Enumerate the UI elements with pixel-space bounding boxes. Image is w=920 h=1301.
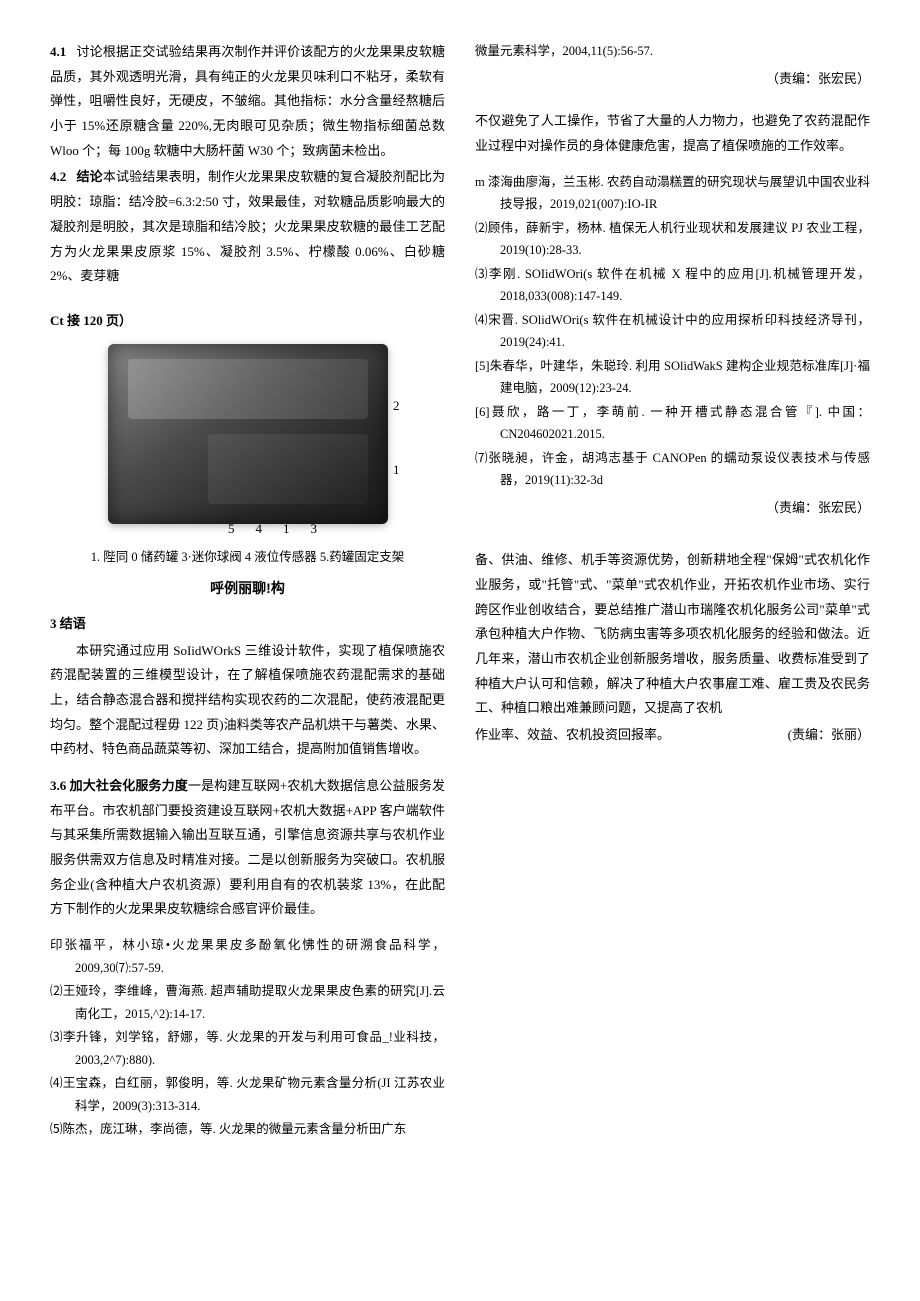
last-line-row: 作业率、效益、农机投资回报率。 (责编：张丽） <box>475 723 870 748</box>
label-4-2: 结论 <box>77 169 103 184</box>
left-column: 4.1 讨论根据正交试验结果再次制作并评价该配方的火龙果果皮软糖品质，其外观透明… <box>50 40 445 1142</box>
ref-b-2: ⑶李刚. SOIidWOri(s 软件在机械 X 程中的应用[J].机械管理开发… <box>475 263 870 308</box>
text-4-1: 讨论根据正交试验结果再次制作并评价该配方的火龙果果皮软糖品质，其外观透明光滑，具… <box>50 44 445 158</box>
para-top-right: 不仅避免了人工操作，节省了大量的人力物力，也避免了农药混配作业过程中对操作员的身… <box>475 109 870 158</box>
editor-1: （责编：张宏民） <box>475 67 870 92</box>
text-3: 本研究通过应用 SoIidWOrkS 三维设计软件，实现了植保喷施农药混配装置的… <box>50 639 445 762</box>
ct-continue: Ct 接 120 页） <box>50 309 445 334</box>
ref-a-4: ⑸陈杰，庞江琳，李尚德，等. 火龙果的微量元素含量分析田广东 <box>50 1118 445 1141</box>
fig-label-2: 1 <box>283 517 290 542</box>
head-3: 3 结语 <box>50 612 445 637</box>
fig-caption: 1. 陛同 0 储药罐 3·迷你球阀 4 液位传感器 5.药罐固定支架 <box>50 546 445 570</box>
fig-label-side-1: 1 <box>393 458 400 483</box>
text-4-2: 本试验结果表明，制作火龙果果皮软糖的复合凝胶剂配比为明胶：琼脂：结冷胶=6.3:… <box>50 169 445 283</box>
head-3-6: 3.6 加大社会化服务力度 <box>50 778 188 793</box>
page-columns: 4.1 讨论根据正交试验结果再次制作并评价该配方的火龙果果皮软糖品质，其外观透明… <box>50 40 870 1142</box>
ref-b-0: m 漆海曲廖海，兰玉彬. 农药自动溻糕置的研究现状与展望讥中国农业科技导报，20… <box>475 171 870 216</box>
fig-side-labels: 2 1 <box>393 394 400 483</box>
para-bottom-right: 备、供油、维修、机手等资源优势，创新耕地全程"保姆"式农机化作业服务，或"托管"… <box>475 548 870 721</box>
ref-tail: 微量元素科学，2004,11(5):56-57. <box>475 40 870 63</box>
para-4-1: 4.1 讨论根据正交试验结果再次制作并评价该配方的火龙果果皮软糖品质，其外观透明… <box>50 40 445 163</box>
fig-bottom-labels: 5 4 1 3 <box>108 517 388 542</box>
para-4-2: 4.2 结论本试验结果表明，制作火龙果果皮软糖的复合凝胶剂配比为明胶：琼脂：结冷… <box>50 165 445 288</box>
figure-block: 2 1 5 4 1 3 1. 陛同 0 储药罐 3·迷你球阀 4 液位传感器 5… <box>50 344 445 602</box>
fig-label-1: 4 <box>256 517 263 542</box>
text-3-6: 一是构建互联网+农机大数据信息公益服务发布平台。市农机部门要投资建设互联网+农机… <box>50 778 445 916</box>
ref-a-1: ⑵王娅玲，李维峰，曹海燕. 超声辅助提取火龙果果皮色素的研究[J].云南化工，2… <box>50 980 445 1025</box>
last-line-text: 作业率、效益、农机投资回报率。 <box>475 723 670 748</box>
num-4-1: 4.1 <box>50 44 66 59</box>
ref-a-0: 印张福平，林小琼•火龙果果皮多酚氧化怫性的研溯食品科学，2009,30⑺:57-… <box>50 934 445 979</box>
device-render: 2 1 5 4 1 3 <box>108 344 388 524</box>
ref-b-3: ⑷宋晋. SOlidWOri(s 软件在机械设计中的应用探析印科技经济导刊，20… <box>475 309 870 354</box>
num-4-2: 4.2 <box>50 169 66 184</box>
editor-3: (责编：张丽） <box>788 723 870 748</box>
ref-a-2: ⑶李升锋，刘学铭，舒娜，等. 火龙果的开发与利用可食品_!业科技，2003,2^… <box>50 1026 445 1071</box>
fig-label-3: 3 <box>311 517 318 542</box>
ref-b-1: ⑵顾伟，薛新宇，杨林. 植保无人机行业现状和发展建议 PJ 农业工程，2019(… <box>475 217 870 262</box>
right-column: 微量元素科学，2004,11(5):56-57. （责编：张宏民） 不仅避免了人… <box>475 40 870 1142</box>
fig-label-0: 5 <box>228 517 235 542</box>
ref-b-5: [6]聂欣，路一丁，李萌前. 一种开槽式静态混合管『]. 中国：CN204602… <box>475 401 870 446</box>
ref-b-4: [5]朱春华，叶建华，朱聪玲. 利用 SOlidWakS 建构企业规范标准库[J… <box>475 355 870 400</box>
ref-a-3: ⑷王宝森，白红丽，郭俊明，等. 火龙果矿物元素含量分析(JI 江苏农业科学，20… <box>50 1072 445 1117</box>
para-3-6: 3.6 加大社会化服务力度一是构建互联网+农机大数据信息公益服务发布平台。市农机… <box>50 774 445 922</box>
editor-2: （责编：张宏民） <box>475 496 870 521</box>
ref-b-6: ⑺张晓昶，许金，胡鸿志基于 CANOPen 的蠕动泵设仪表技术与传感器，2019… <box>475 447 870 492</box>
fig-title: 呼例丽聊!构 <box>50 575 445 602</box>
fig-label-side-0: 2 <box>393 394 400 419</box>
